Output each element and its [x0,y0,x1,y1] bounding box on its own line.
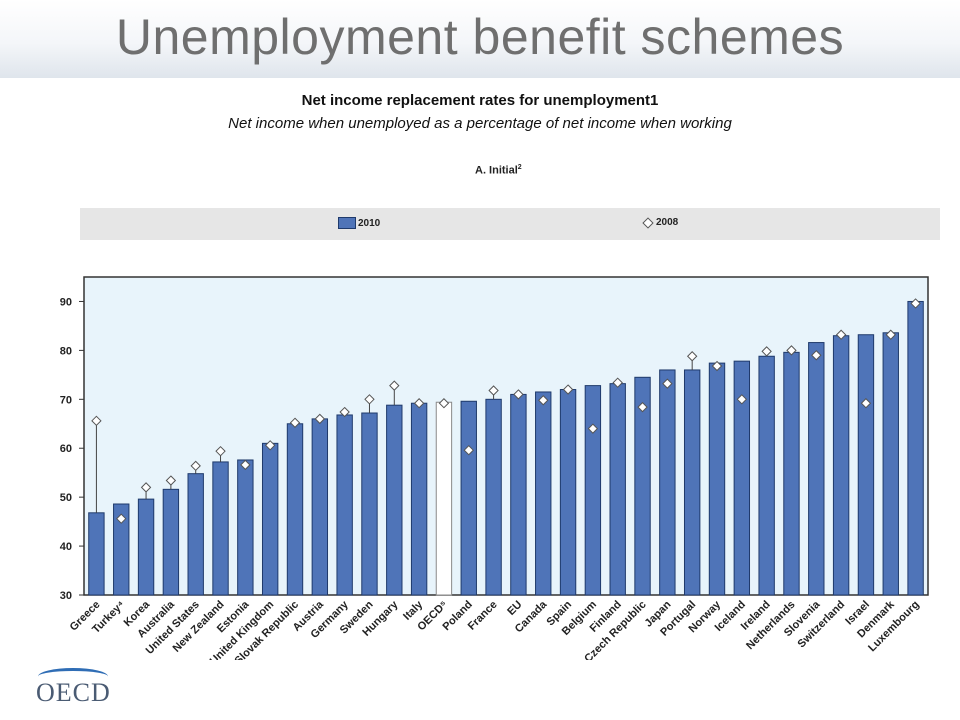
y-tick-label: 60 [60,443,72,455]
bar [882,332,899,596]
marker-2008 [761,346,772,357]
bar [187,473,204,596]
oecd-logo: OECD [36,678,111,707]
bar [336,414,353,596]
panel-label-sup: 2 [517,164,522,171]
bar [559,389,577,596]
bar [783,351,800,596]
slide-title: Unemployment benefit schemes [115,9,845,65]
bar [758,355,775,596]
bar [808,342,825,596]
marker-2008 [811,350,822,361]
marker-2008 [686,351,698,362]
marker-2008 [314,413,326,425]
bar [311,418,329,596]
legend-label-2008: 2008 [656,217,679,228]
bar [113,503,130,596]
y-tick-label: 70 [60,394,72,406]
bar [659,369,676,596]
bar [683,369,701,596]
marker-2008 [140,482,152,493]
y-tick-label: 50 [60,492,72,504]
marker-2008 [215,445,226,457]
legend-diamond-marker [642,216,654,229]
bar [212,461,229,596]
marker-2008 [835,329,847,340]
legend-item-2010: 2010 [338,217,380,229]
bar [733,360,751,596]
marker-2008 [91,415,102,427]
marker-2008 [463,444,474,456]
marker-2008 [587,423,599,434]
marker-2008 [711,360,723,372]
bar [435,401,453,596]
bar [386,404,403,596]
oecd-logo-arc [38,668,108,685]
bar [286,423,304,596]
bar [162,488,180,596]
legend-bar-swatch [338,217,356,229]
panel-label-text: A. Initial [475,164,518,177]
marker-2008 [116,513,127,524]
bar [584,385,602,596]
bar [485,398,502,596]
chart-legend: 2010 2008 [80,208,940,240]
y-tick-label: 40 [60,541,72,553]
bar [832,335,850,596]
marker-2008 [538,395,549,406]
marker-2008 [612,377,623,388]
marker-2008 [736,394,748,405]
marker-2008 [240,459,251,471]
marker-2008 [562,384,574,395]
bar [708,362,726,596]
bar-chart: 30405060708090GreeceTurkey⁴KoreaAustrali… [60,276,929,660]
marker-2008 [339,406,350,418]
bar [510,393,527,596]
y-tick-label: 80 [60,345,72,357]
marker-2008 [413,398,425,409]
marker-2008 [786,345,797,356]
panel-label: A. Initial2 [475,164,522,177]
category-label: EU [505,599,524,618]
y-tick-label: 30 [60,590,72,602]
bar [907,300,924,596]
bar [361,412,378,596]
marker-2008 [637,401,648,413]
marker-2008 [289,417,301,428]
bar [460,400,477,596]
legend-item-2008: 2008 [642,216,679,229]
bar [410,402,428,596]
marker-2008 [885,329,896,340]
title-band [0,0,960,78]
marker-2008 [389,380,400,391]
bar [609,383,626,596]
marker-2008 [364,394,375,405]
marker-2008 [488,385,499,396]
marker-2008 [165,475,177,486]
bar [857,334,875,596]
chart-subtitle: Net income when unemployed as a percenta… [228,115,732,132]
bar [88,512,105,596]
marker-2008 [438,398,450,409]
y-tick-label: 90 [60,296,72,308]
marker-2008 [190,460,201,472]
bar [137,498,155,596]
marker-2008 [264,440,276,451]
chart-title: Net income replacement rates for unemplo… [301,92,659,109]
bar [237,459,254,596]
marker-2008 [513,389,524,400]
marker-2008 [910,298,921,309]
legend-label-2010: 2010 [358,217,381,229]
bar [261,442,279,596]
bar [634,376,651,596]
marker-2008 [860,398,872,409]
bar [535,391,552,596]
plot-area [83,276,929,596]
marker-2008 [662,378,673,389]
